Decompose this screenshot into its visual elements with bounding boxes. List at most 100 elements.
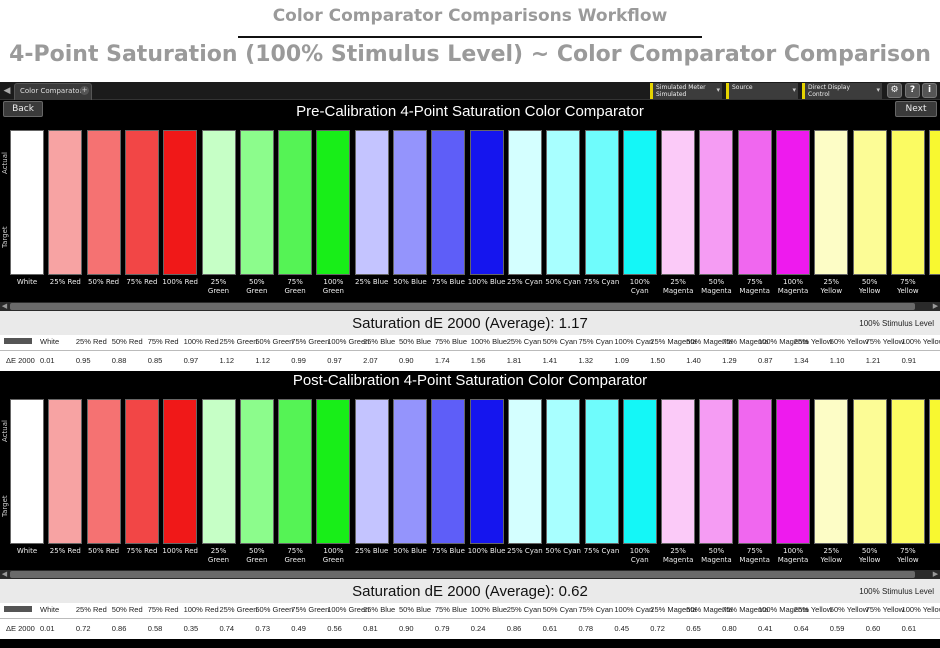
source-select[interactable]: Source ▾ (726, 83, 798, 99)
post-de-table: White 25% Red 50% Red 75% Red 100% Red 25% Gr… (0, 603, 940, 639)
scroll-left-icon[interactable]: ◀ (1, 570, 8, 578)
column-header: 100% Red (183, 605, 219, 614)
post-swatch (431, 399, 466, 544)
table-corner (4, 606, 32, 612)
color-comparator-app: ◀ Color Comparator + Simulated Meter Sim… (0, 82, 940, 648)
pre-swatch (661, 130, 696, 275)
back-button[interactable]: Back (3, 101, 43, 117)
column-header: 50% Red (111, 605, 143, 614)
pre-swatch-label: 100% Green (322, 278, 344, 295)
meter-select-value: Simulated Meter Simulated (656, 84, 706, 98)
post-summary-average: Saturation dE 2000 (Average): 0.62 (352, 583, 588, 600)
pre-horizontal-scrollbar[interactable]: ◀ ▶ (0, 302, 940, 311)
target-label: Target (1, 226, 9, 248)
de-value-cell: 0.79 (434, 624, 450, 633)
de-value-cell: 0.99 (291, 356, 306, 365)
de-value-cell: 0.72 (75, 624, 91, 633)
post-swatch (814, 399, 849, 544)
pre-swatch (201, 130, 236, 275)
column-header: 75% Red (147, 605, 179, 614)
de-value-cell: 0.85 (147, 356, 163, 365)
de-value-cell: 0.41 (758, 624, 773, 633)
post-swatch-label: 25% Yellow (820, 547, 843, 564)
column-header: 50% Blue (399, 337, 432, 346)
column-header: 25% Yellow (793, 337, 833, 346)
help-button[interactable]: ? (905, 83, 920, 98)
post-swatch (48, 399, 83, 544)
column-header: 50% Red (111, 337, 143, 346)
de-value-cell: 1.09 (614, 356, 629, 365)
post-swatch (852, 399, 887, 544)
settings-button[interactable]: ⚙ (887, 83, 902, 98)
post-swatch-label: 75% Cyan (583, 547, 620, 555)
post-swatch (278, 399, 313, 544)
column-header: 25% Red (75, 605, 107, 614)
add-tab-icon[interactable]: + (80, 86, 89, 95)
post-swatch (393, 399, 427, 544)
de-value-cell: 1.21 (865, 356, 881, 365)
scroll-right-icon[interactable]: ▶ (932, 302, 939, 310)
scroll-right-icon[interactable]: ▶ (932, 570, 939, 578)
next-button[interactable]: Next (895, 101, 937, 117)
de-value-cell: 0.35 (183, 624, 199, 633)
pre-swatch (737, 130, 772, 275)
post-horizontal-scrollbar[interactable]: ◀ ▶ (0, 570, 940, 579)
post-swatch (507, 399, 542, 544)
post-row-label: ΔE 2000 (6, 624, 35, 633)
column-header: 100% Red (183, 337, 219, 346)
divider (0, 350, 940, 351)
de-value-cell: 0.65 (686, 624, 701, 633)
pre-swatch (929, 130, 940, 275)
column-header: 75% Yellow (865, 605, 905, 614)
column-header: 75% Blue (434, 605, 467, 614)
pre-swatch (316, 130, 351, 275)
scrollbar-thumb[interactable] (10, 571, 915, 578)
post-swatch (890, 399, 925, 544)
de-value-cell: 0.97 (183, 356, 199, 365)
tab-color-comparator[interactable]: Color Comparator (14, 83, 92, 100)
tab-label: Color Comparator (20, 87, 83, 95)
post-swatch-label: 25% Cyan (507, 547, 543, 555)
column-header: 50% Green (255, 605, 294, 614)
divider (0, 618, 940, 619)
column-header: 25% Yellow (793, 605, 833, 614)
scroll-left-icon[interactable]: ◀ (1, 302, 8, 310)
pre-swatch-label: 75% Magenta (739, 278, 770, 295)
actual-label: Actual (1, 420, 9, 442)
pre-swatch (86, 130, 121, 275)
column-header: 100% Yellow (901, 605, 940, 614)
scroll-left-icon[interactable]: ◀ (3, 86, 11, 96)
scrollbar-thumb[interactable] (10, 303, 915, 310)
de-value-cell: 0.78 (578, 624, 594, 633)
de-value-cell: 1.50 (650, 356, 665, 365)
post-swatch-label: 50% Blue (393, 547, 427, 555)
de-value-cell: 1.32 (578, 356, 594, 365)
column-header: 75% Magenta (722, 605, 769, 614)
column-header: 100% Cyan (614, 605, 654, 614)
info-button[interactable]: i (922, 83, 937, 98)
page-subtitle: 4-Point Saturation (100% Stimulus Level)… (9, 42, 931, 67)
pre-swatch (239, 130, 274, 275)
meter-select[interactable]: Simulated Meter Simulated ▾ (650, 83, 722, 99)
de-value-cell: 0.95 (75, 356, 91, 365)
post-swatch-label: 100% Red (162, 547, 198, 555)
post-swatch-label: 25% Green (207, 547, 230, 564)
target-label: Target (1, 495, 9, 517)
column-header: 50% Green (255, 337, 294, 346)
column-header: 100% Blue (470, 337, 508, 346)
de-value-cell: 0.72 (650, 624, 665, 633)
table-corner (4, 338, 32, 344)
pre-swatch-label: White (16, 278, 38, 286)
column-header: 50% Yellow (829, 337, 869, 346)
display-control-select[interactable]: Direct Display Control ▾ (802, 83, 882, 99)
column-header: 25% Magenta (650, 337, 697, 346)
post-swatch-label: 100% Green (322, 547, 344, 564)
de-value-cell: 0.81 (363, 624, 378, 633)
post-swatch (661, 399, 696, 544)
de-value-cell: 1.74 (434, 356, 450, 365)
help-icon: ? (909, 85, 916, 95)
post-swatch-label: 75% Blue (431, 547, 465, 555)
de-value-cell: 0.90 (399, 356, 414, 365)
title-underline (238, 36, 702, 38)
column-header: 25% Green (219, 337, 258, 346)
